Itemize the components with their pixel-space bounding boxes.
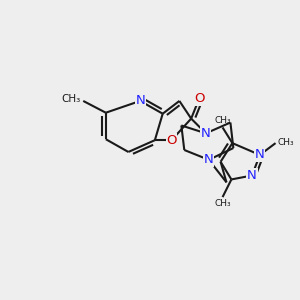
Text: CH₃: CH₃ — [61, 94, 80, 104]
Text: CH₃: CH₃ — [214, 116, 231, 125]
Text: O: O — [166, 134, 177, 147]
Text: CH₃: CH₃ — [277, 138, 294, 147]
Text: N: N — [135, 94, 145, 107]
Text: O: O — [194, 92, 204, 106]
Text: CH₃: CH₃ — [214, 200, 231, 208]
Text: N: N — [255, 148, 265, 161]
Text: N: N — [201, 127, 211, 140]
Text: N: N — [247, 169, 257, 182]
Text: N: N — [204, 153, 214, 166]
